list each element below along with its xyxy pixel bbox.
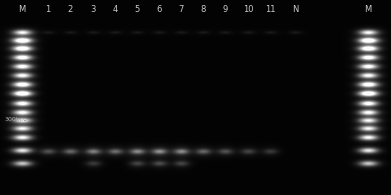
Text: 9: 9 [222, 5, 228, 14]
Text: 6: 6 [156, 5, 162, 14]
Text: 5: 5 [135, 5, 140, 14]
Text: 2: 2 [67, 5, 73, 14]
Text: 4: 4 [112, 5, 118, 14]
Text: 11: 11 [265, 5, 275, 14]
Text: N: N [292, 5, 298, 14]
Text: M: M [364, 5, 371, 14]
Text: 1: 1 [45, 5, 50, 14]
Text: 8: 8 [200, 5, 206, 14]
Text: 3: 3 [90, 5, 96, 14]
Text: M: M [18, 5, 26, 14]
Text: 10: 10 [243, 5, 253, 14]
Text: 300bp: 300bp [5, 118, 25, 122]
Text: 7: 7 [178, 5, 184, 14]
